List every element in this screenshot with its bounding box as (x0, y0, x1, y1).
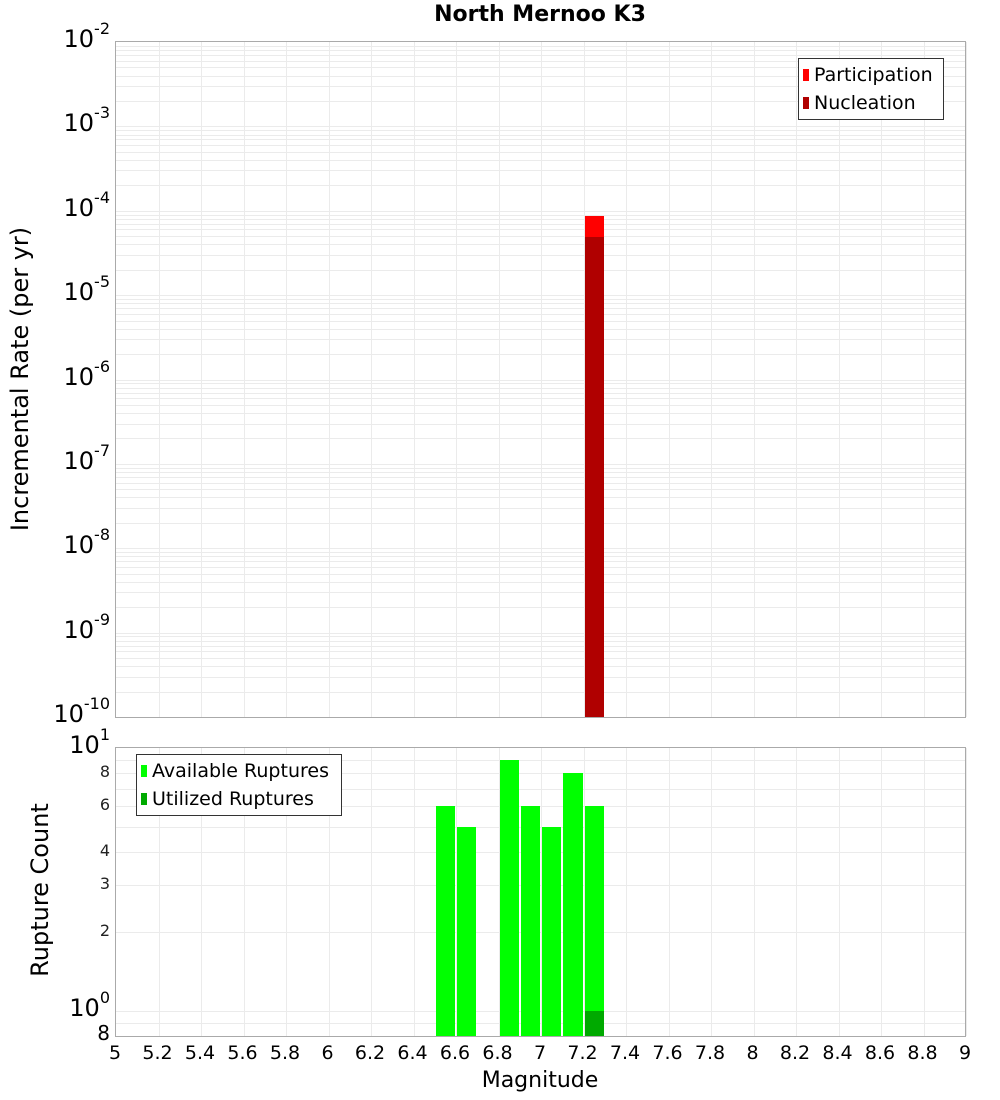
grid-line (669, 42, 670, 717)
grid-line (711, 42, 712, 717)
participation-swatch (803, 69, 809, 81)
grid-line (796, 748, 797, 1036)
count-legend: Available Ruptures Utilized Ruptures (136, 754, 342, 816)
rate-plot-area (115, 41, 966, 718)
y-tick-label: 10-4 (30, 196, 110, 220)
grid-line (924, 748, 925, 1036)
grid-line (414, 42, 415, 717)
y-tick-label: 10-3 (30, 111, 110, 135)
grid-line (286, 42, 287, 717)
y-tick-label: 10-5 (30, 280, 110, 304)
grid-line (966, 748, 967, 1036)
y-tick-label: 10-8 (30, 533, 110, 557)
grid-line (839, 748, 840, 1036)
bar-utilized-ruptures (585, 1011, 604, 1036)
legend-item-nucleation: Nucleation (803, 89, 939, 117)
grid-line (371, 42, 372, 717)
grid-line (924, 42, 925, 717)
grid-line (839, 42, 840, 717)
grid-line (201, 42, 202, 717)
grid-line (626, 42, 627, 717)
grid-line (796, 42, 797, 717)
grid-line (244, 42, 245, 717)
y-tick-label: 101 (30, 733, 110, 757)
y-tick-label: 3 (10, 874, 110, 893)
grid-line (329, 42, 330, 717)
grid-line (159, 42, 160, 717)
bar-available-ruptures (457, 827, 476, 1036)
bar-available-ruptures (521, 806, 540, 1036)
grid-line (881, 42, 882, 717)
y-tick-label: 2 (10, 921, 110, 940)
y-tick-label: 10-9 (30, 618, 110, 642)
bar-available-ruptures (436, 806, 455, 1036)
y-tick-label: 10-10 (30, 702, 110, 726)
x-axis-title: Magnitude (440, 1068, 640, 1093)
grid-line (371, 748, 372, 1036)
nucleation-swatch (803, 97, 809, 109)
bar-available-ruptures (542, 827, 561, 1036)
grid-line (669, 748, 670, 1036)
grid-line (541, 42, 542, 717)
bar-nucleation (585, 237, 604, 717)
y-tick-label: 10-2 (30, 27, 110, 51)
bar-available-ruptures (500, 760, 519, 1036)
chart-title: North Mernoo K3 (0, 2, 1000, 27)
y-tick-label: 10-7 (30, 449, 110, 473)
available-swatch (141, 765, 147, 777)
grid-line (456, 42, 457, 717)
rate-legend: Participation Nucleation (798, 58, 944, 120)
x-tick-label: 9 (935, 1042, 995, 1064)
grid-line (711, 748, 712, 1036)
grid-line (754, 748, 755, 1036)
grid-line (881, 748, 882, 1036)
legend-item-available: Available Ruptures (141, 757, 337, 785)
y-tick-label: 10-6 (30, 365, 110, 389)
y-tick-label: 8 (10, 762, 110, 781)
legend-item-utilized: Utilized Ruptures (141, 785, 337, 813)
grid-line (966, 42, 967, 717)
grid-line (754, 42, 755, 717)
bar-available-ruptures (563, 773, 582, 1036)
legend-item-participation: Participation (803, 61, 939, 89)
rate-y-axis-title: Incremental Rate (per yr) (6, 209, 34, 549)
grid-line (499, 42, 500, 717)
grid-line (626, 748, 627, 1036)
bar-available-ruptures (585, 806, 604, 1036)
grid-line (414, 748, 415, 1036)
y-tick-label: 100 (30, 996, 110, 1020)
y-tick-label: 6 (10, 795, 110, 814)
count-y-axis-title: Rupture Count (26, 800, 54, 980)
y-tick-label: 4 (10, 841, 110, 860)
utilized-swatch (141, 793, 147, 805)
